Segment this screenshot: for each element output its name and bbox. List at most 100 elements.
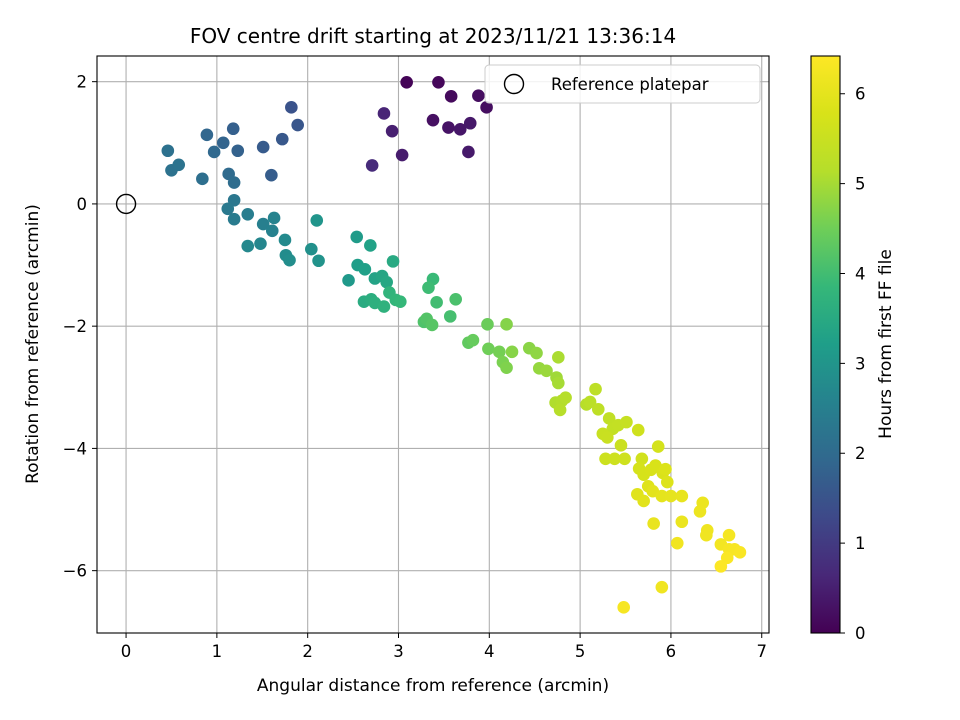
data-point [400,75,413,89]
data-point [364,239,377,252]
data-point [385,124,399,138]
data-point [256,217,270,231]
x-tick-label: 6 [666,642,677,661]
data-point [425,318,439,332]
colorbar-tick-label: 6 [855,85,866,104]
colorbar-tick-label: 3 [855,354,866,373]
data-point [472,89,485,103]
data-point [216,136,230,150]
data-point [675,515,689,529]
data-point [589,382,602,396]
data-point [207,145,221,159]
data-point [444,90,458,103]
x-tick-label: 4 [484,642,495,661]
y-tick-label: 2 [77,73,88,92]
data-point [647,517,660,530]
data-point [559,391,572,404]
x-tick-label: 1 [212,642,223,661]
colorbar: 0 1 2 3 4 5 6 Hours from first FF file [810,55,896,643]
data-point [226,122,240,136]
data-point [241,239,255,253]
data-point [500,318,513,331]
data-point [655,580,669,594]
colorbar-tick-label: 4 [855,264,866,283]
colorbar-ticks: 0 1 2 3 4 5 6 [840,85,866,643]
data-point [466,333,480,347]
data-point [463,116,477,130]
data-point [700,528,713,542]
data-point [305,242,318,256]
data-point [254,237,267,250]
plot-frame [96,55,770,634]
data-point [608,452,621,466]
colorbar-tick-label: 1 [855,534,866,553]
data-point [231,144,245,158]
data-point [161,144,175,158]
legend-entry-reference-platepar: Reference platepar [551,75,709,94]
data-point [540,364,553,378]
data-point [492,345,506,359]
data-point [505,345,519,359]
data-point [395,148,409,162]
x-tick-label: 2 [302,642,313,661]
y-tick-label: −6 [63,562,87,581]
data-point [291,118,304,132]
data-point [442,121,455,134]
data-point [285,101,298,114]
data-point [449,292,463,306]
data-point [172,158,186,172]
data-point [310,214,324,227]
colorbar-gradient [811,56,840,633]
x-axis-ticks: 0 1 2 3 4 5 6 7 [121,633,767,661]
data-point [426,113,440,127]
legend-box [484,64,761,104]
data-point [394,295,407,309]
data-point [553,403,567,417]
data-point [659,462,672,476]
data-point [722,528,736,542]
data-point [733,546,747,559]
colorbar-tick-label: 5 [855,175,866,194]
data-point [617,601,631,614]
data-point [358,263,372,276]
legend: Reference platepar [484,64,761,104]
data-point [275,132,289,146]
legend-marker-icon [503,73,525,95]
reference-point-marker [115,193,137,215]
data-point [693,505,707,518]
data-point [265,168,278,182]
data-point [462,145,475,159]
chart-title: FOV centre drift starting at 2023/11/21 … [190,24,676,48]
data-point [267,211,281,225]
data-point [618,452,631,466]
data-point [480,101,493,114]
data-point [714,560,728,573]
data-point [453,123,467,136]
data-point [481,318,494,331]
data-point [430,296,443,309]
data-point [241,208,255,221]
x-tick-label: 7 [756,642,767,661]
data-point [256,140,270,154]
data-point [432,75,445,89]
data-point [655,489,669,503]
data-point [631,423,645,437]
data-point [221,202,235,216]
data-point [651,440,665,453]
colorbar-tick-label: 2 [855,444,866,463]
data-point [443,310,457,323]
data-point [377,107,391,120]
data-point [614,439,628,452]
data-points [161,75,747,614]
y-tick-label: −4 [63,439,87,458]
data-point [530,346,543,360]
data-point [342,274,355,287]
x-axis-label: Angular distance from reference (arcmin) [257,676,609,696]
data-point [602,412,616,425]
data-point [227,176,241,189]
data-point [265,224,279,238]
data-point [227,212,241,226]
data-point [278,233,292,247]
x-tick-label: 0 [121,642,132,661]
